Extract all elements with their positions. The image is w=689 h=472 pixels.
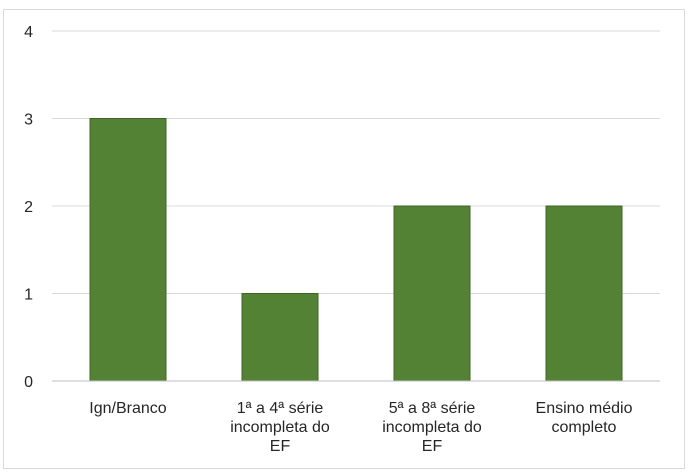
bars	[89, 118, 623, 382]
bar	[241, 293, 319, 382]
x-tick-label-line: EF	[422, 438, 443, 455]
y-tick-label: 4	[24, 24, 33, 41]
x-tick-labels: Ign/Branco 1ª a 4ª série incompleta do EF5ª…	[89, 400, 632, 455]
x-tick-label: 5ª a 8ª série incompleta do EF	[382, 400, 482, 455]
bar	[393, 205, 471, 382]
x-tick-label-line: completo	[552, 419, 617, 436]
x-tick-label-line: Ign/Branco	[89, 400, 166, 417]
y-tick-label: 1	[24, 287, 33, 304]
x-tick-label-line: Ensino médio	[536, 400, 633, 417]
y-tick-label: 0	[24, 374, 33, 391]
x-tick-label-line: EF	[270, 438, 291, 455]
x-tick-label-line: incompleta do	[230, 419, 330, 436]
x-tick-label-line: 1ª a 4ª série	[237, 400, 324, 417]
x-tick-label: 1ª a 4ª série incompleta do EF	[230, 400, 330, 455]
x-tick-label-line: 5ª a 8ª série	[389, 400, 476, 417]
bar	[89, 118, 167, 382]
bar	[545, 205, 623, 382]
x-tick-label: Ensino médio completo	[536, 400, 633, 436]
y-tick-labels: 0 1 2 3 4	[24, 24, 33, 391]
x-tick-label-line: incompleta do	[382, 419, 482, 436]
y-tick-label: 3	[24, 112, 33, 129]
x-tick-label: Ign/Branco	[89, 400, 166, 417]
y-tick-label: 2	[24, 199, 33, 216]
